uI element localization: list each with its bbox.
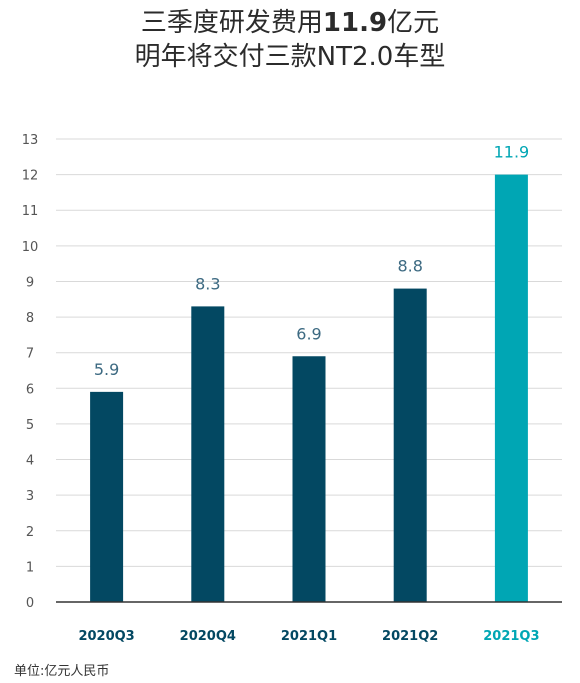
y-tick-label: 8: [26, 311, 34, 326]
unit-label: 单位:亿元人民币: [14, 664, 110, 679]
title-line-1-bold: 11.9: [322, 8, 388, 38]
y-tick-label: 11: [22, 204, 39, 219]
y-tick-label: 9: [26, 275, 34, 290]
y-tick-label: 1: [26, 560, 34, 575]
category-label: 2021Q3: [483, 629, 539, 644]
value-label: 5.9: [94, 360, 119, 379]
category-label: 2021Q2: [382, 629, 438, 644]
y-tick-label: 2: [26, 525, 34, 540]
value-label: 8.3: [195, 274, 220, 293]
category-label: 2020Q3: [78, 629, 134, 644]
y-tick-label: 3: [26, 489, 34, 504]
bar: [292, 356, 326, 602]
y-tick-label: 0: [26, 596, 34, 611]
bar: [191, 306, 225, 602]
bar: [90, 391, 124, 602]
title-line-1-post: 亿元: [387, 8, 440, 38]
title-line-1: 三季度研发费用11.9亿元: [0, 6, 580, 40]
value-label: 11.9: [494, 143, 530, 162]
value-label: 6.9: [296, 324, 321, 343]
title-line-2: 明年将交付三款NT2.0车型: [134, 42, 446, 72]
bar: [393, 288, 427, 602]
y-tick-label: 6: [26, 382, 34, 397]
y-tick-label: 7: [26, 347, 34, 362]
bar: [494, 174, 528, 602]
category-label: 2021Q1: [281, 629, 337, 644]
category-label: 2020Q4: [180, 629, 236, 644]
y-tick-label: 13: [22, 133, 39, 148]
title-line-1-pre: 三季度研发费用: [140, 8, 323, 38]
chart-title: 三季度研发费用11.9亿元 明年将交付三款NT2.0车型: [0, 6, 580, 74]
value-label: 8.8: [397, 257, 422, 276]
y-tick-label: 4: [26, 454, 34, 469]
y-tick-label: 5: [26, 418, 34, 433]
y-tick-label: 10: [22, 240, 39, 255]
y-tick-label: 12: [22, 169, 39, 184]
